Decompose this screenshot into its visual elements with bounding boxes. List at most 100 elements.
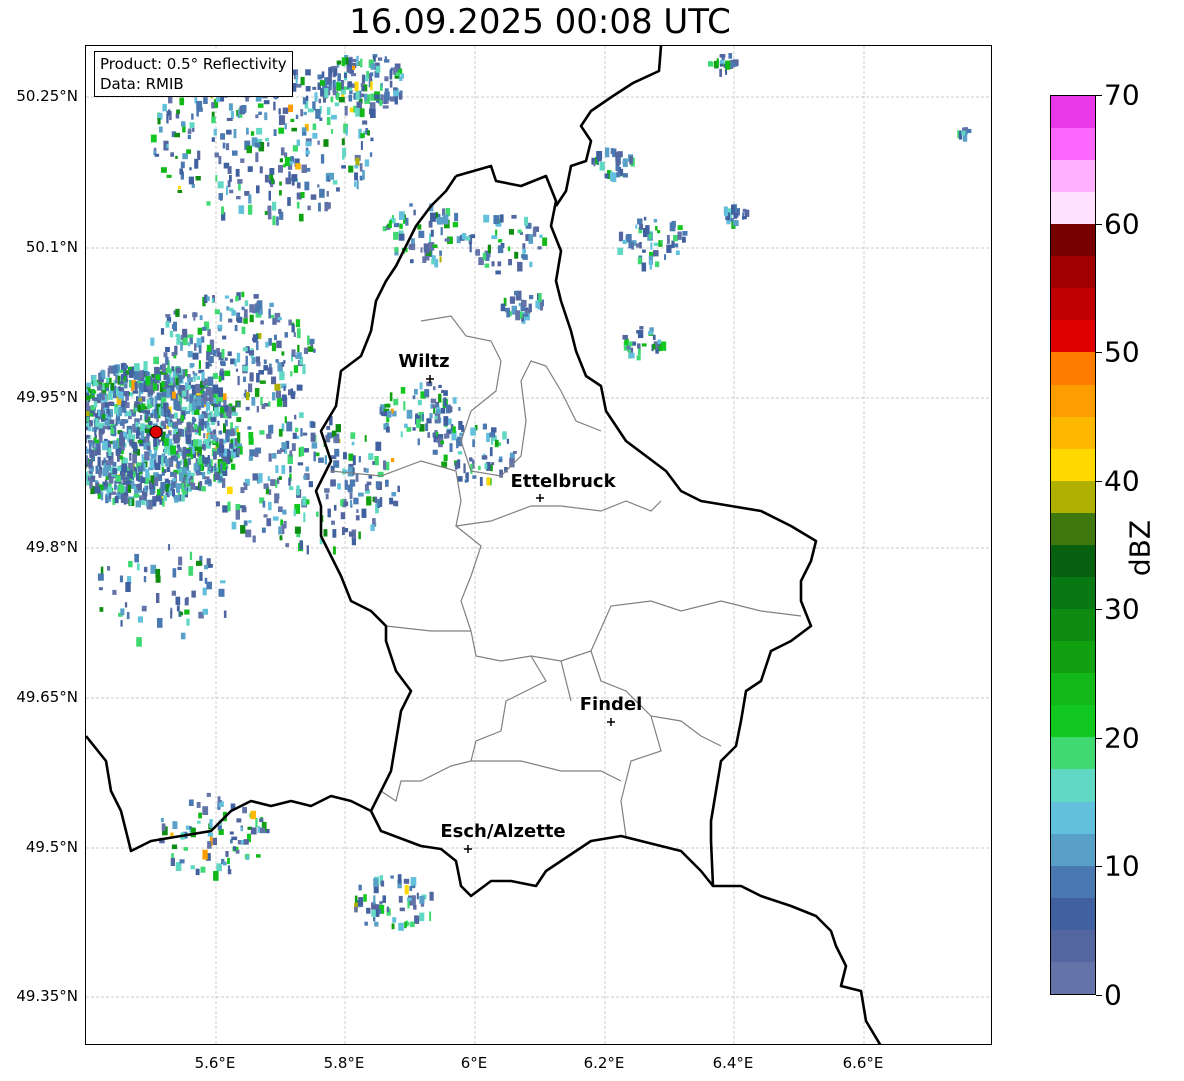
radar-echo	[203, 439, 210, 447]
radar-echo	[468, 235, 473, 245]
radar-echo	[323, 529, 328, 537]
radar-echo	[163, 438, 170, 447]
radar-echo	[326, 191, 329, 197]
radar-echo	[278, 506, 283, 513]
radar-echo	[179, 168, 183, 175]
radar-echo	[309, 338, 315, 344]
radar-echo	[104, 462, 111, 471]
radar-echo	[409, 243, 416, 251]
radar-echo	[346, 58, 352, 68]
radar-echo	[285, 177, 292, 185]
radar-echo	[150, 564, 157, 574]
radar-echo	[653, 341, 658, 350]
radar-echo	[182, 490, 188, 495]
radar-echo	[398, 895, 403, 903]
colorbar-bin	[1051, 224, 1095, 257]
radar-echo	[539, 234, 543, 238]
radar-echo	[163, 140, 169, 151]
radar-echo	[655, 226, 658, 231]
radar-echo	[327, 432, 333, 439]
radar-echo	[435, 409, 441, 414]
radar-echo	[289, 486, 294, 491]
radar-echo	[540, 300, 543, 311]
radar-echo	[407, 900, 410, 909]
radar-echo	[214, 407, 220, 417]
radar-echo	[140, 477, 146, 483]
radar-echo	[263, 403, 270, 407]
radar-echo	[725, 60, 731, 70]
radar-echo	[211, 394, 216, 398]
radar-echo	[88, 423, 92, 432]
radar-echo	[361, 93, 365, 98]
radar-echo	[218, 352, 224, 361]
radar-echo	[237, 432, 241, 442]
radar-echo	[193, 439, 199, 449]
radar-echo	[116, 396, 122, 405]
radar-echo	[224, 370, 231, 377]
radar-echo	[223, 399, 227, 406]
radar-echo	[243, 376, 246, 382]
radar-echo	[384, 91, 390, 101]
radar-echo	[302, 432, 308, 436]
radar-echo	[352, 467, 355, 476]
radar-echo	[139, 396, 146, 402]
radar-echo	[393, 67, 398, 75]
radar-echo	[102, 440, 108, 451]
radar-echo	[463, 463, 466, 474]
radar-echo	[124, 494, 129, 504]
radar-echo	[183, 847, 188, 851]
radar-echo	[296, 192, 302, 200]
radar-echo	[316, 511, 319, 517]
radar-echo	[149, 482, 152, 488]
radar-echo	[343, 452, 347, 460]
radar-echo	[303, 475, 307, 480]
radar-echo	[489, 447, 493, 457]
radar-echo	[230, 803, 236, 810]
radar-echo	[248, 350, 255, 356]
radar-echo	[261, 404, 266, 410]
radar-echo	[269, 173, 274, 183]
radar-echo	[114, 480, 117, 491]
radar-echo	[94, 435, 97, 439]
radar-echo	[410, 921, 415, 928]
radar-echo	[108, 365, 114, 374]
radar-echo	[170, 832, 174, 839]
radar-echo	[371, 902, 376, 910]
radar-echo	[178, 428, 183, 435]
radar-echo	[358, 897, 364, 906]
radar-echo	[274, 493, 279, 504]
radar-echo	[528, 303, 532, 313]
radar-echo	[202, 806, 209, 815]
radar-echo	[86, 389, 89, 393]
radar-echo	[227, 180, 231, 188]
radar-echo	[351, 538, 356, 546]
radar-echo	[385, 426, 390, 433]
radar-echo	[104, 411, 110, 419]
radar-echo	[457, 476, 463, 482]
radar-echo	[394, 247, 399, 253]
radar-echo	[255, 305, 260, 313]
radar-echo	[256, 340, 259, 351]
radar-echo	[136, 449, 140, 456]
radar-echo	[525, 222, 532, 229]
radar-echo	[742, 216, 747, 220]
radar-echo	[86, 480, 91, 486]
radar-echo	[164, 478, 169, 485]
radar-echo	[241, 506, 247, 513]
radar-echo	[653, 242, 659, 246]
radar-echo	[95, 465, 99, 474]
radar-echo	[529, 261, 533, 268]
radar-echo	[295, 427, 299, 432]
radar-echo	[223, 162, 230, 169]
radar-echo	[269, 489, 272, 495]
radar-echo	[86, 423, 90, 427]
colorbar-bin	[1051, 192, 1095, 225]
radar-echo	[419, 424, 425, 432]
radar-echo	[160, 487, 164, 496]
colorbar-bin	[1051, 320, 1095, 353]
radar-echo	[310, 432, 316, 442]
radar-echo	[419, 912, 425, 922]
radar-echo	[284, 152, 288, 158]
radar-echo	[522, 243, 526, 249]
radar-map[interactable]	[85, 45, 992, 1045]
